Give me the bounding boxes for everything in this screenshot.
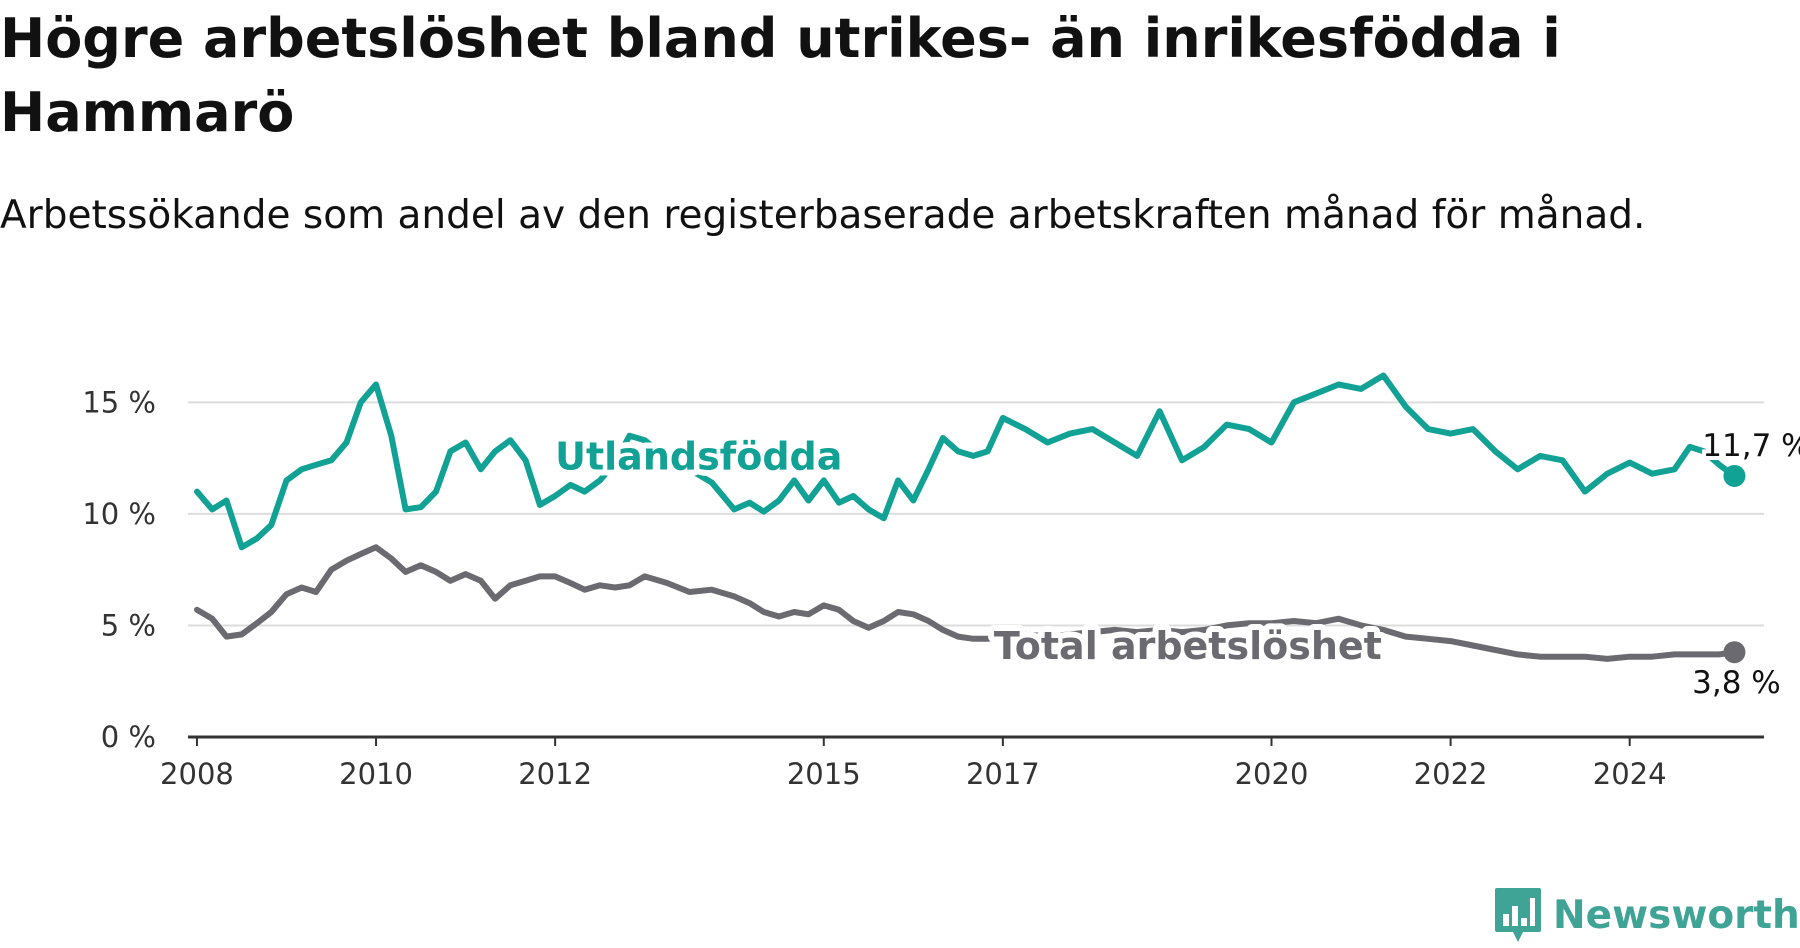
- newsworthy-icon: [1495, 888, 1541, 942]
- brand-name: Newsworthy: [1553, 892, 1800, 938]
- series-labels: Utlandsfödda Total arbetslöshet 11,7 % 3,8 …: [549, 424, 1800, 705]
- chart-subtitle: Arbetssökande som andel av den registerb…: [0, 193, 1646, 238]
- utlandsfodda-line: [194, 372, 1738, 551]
- y-tick-label: 0 %: [101, 720, 156, 754]
- total-arbetsloshet-label: Total arbetslöshet: [994, 624, 1382, 668]
- total-arbetsloshet-end-value: 3,8 %: [1692, 665, 1781, 701]
- x-tick-label: 2012: [518, 757, 592, 791]
- x-tick-label: 2008: [160, 757, 234, 791]
- newsworthy-logo: Newsworthy: [1493, 886, 1800, 944]
- y-tick-label: 15 %: [82, 385, 156, 419]
- x-tick-label: 2010: [339, 757, 413, 791]
- x-tick-label: 2024: [1593, 757, 1667, 791]
- series-lines: [194, 372, 1746, 664]
- axes: 0 % 5 % 10 % 15 % 2008 2010 2012 2015 2017 2020 20…: [82, 385, 1764, 791]
- total-arbetsloshet-end-marker: [1723, 641, 1746, 664]
- y-tick-label: 5 %: [101, 608, 156, 642]
- x-tick-label: 2022: [1414, 757, 1488, 791]
- utlandsfodda-end-marker: [1723, 464, 1746, 487]
- x-tick-label: 2020: [1235, 757, 1309, 791]
- y-tick-label: 10 %: [82, 497, 156, 531]
- total-arbetsloshet-line: [194, 544, 1738, 662]
- utlandsfodda-label: Utlandsfödda: [555, 434, 842, 478]
- x-tick-label: 2017: [966, 757, 1040, 791]
- utlandsfodda-end-value: 11,7 %: [1702, 428, 1800, 464]
- chart-title: Högre arbetslöshet bland utrikes- än inr…: [0, 7, 1561, 144]
- gridlines: [188, 401, 1764, 627]
- x-tick-label: 2015: [787, 757, 861, 791]
